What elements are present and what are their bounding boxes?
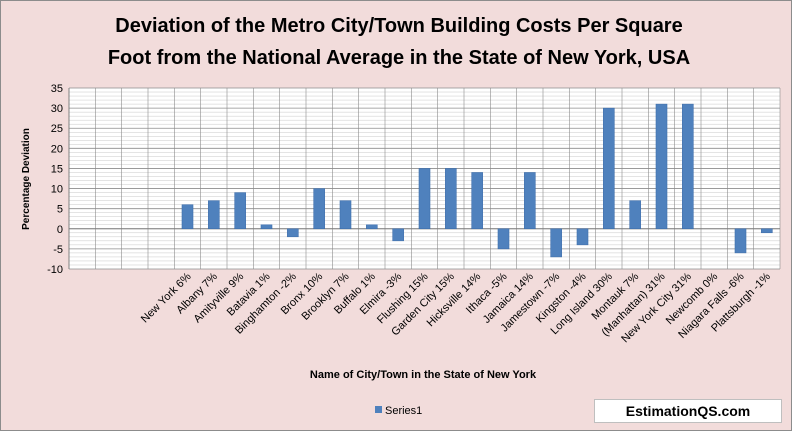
- bar: [524, 172, 536, 230]
- bar: [761, 228, 773, 234]
- bar: [287, 228, 299, 238]
- bar: [603, 107, 615, 230]
- y-tick-label: -10: [47, 264, 63, 276]
- watermark-box: EstimationQS.com: [594, 399, 782, 423]
- bar: [682, 103, 694, 230]
- y-tick-label: 35: [51, 83, 63, 95]
- bar: [234, 192, 246, 230]
- bar: [313, 188, 325, 230]
- bar: [260, 224, 273, 230]
- chart-title-line-2: Foot from the National Average in the St…: [108, 47, 690, 69]
- bar: [497, 228, 510, 250]
- bar: [366, 224, 378, 230]
- bar: [576, 228, 589, 246]
- bar: [734, 228, 747, 254]
- legend-swatch: [375, 406, 382, 413]
- bar: [629, 200, 641, 230]
- bar: [550, 228, 562, 258]
- y-tick-label: 5: [57, 204, 63, 216]
- bar: [445, 168, 457, 230]
- y-tick-label: 10: [51, 184, 63, 196]
- legend: Series1: [375, 405, 422, 417]
- y-tick-label: 15: [51, 163, 63, 175]
- x-axis-label: Name of City/Town in the State of New Yo…: [310, 369, 537, 381]
- y-tick-label: 25: [51, 123, 63, 135]
- bar: [471, 172, 483, 230]
- y-tick-label: -5: [53, 244, 63, 256]
- chart-title-line-1: Deviation of the Metro City/Town Buildin…: [115, 15, 682, 37]
- bar: [655, 103, 668, 230]
- y-tick-label: 0: [57, 224, 63, 236]
- bar: [392, 228, 404, 242]
- bar: [418, 168, 431, 230]
- legend-label: Series1: [385, 405, 422, 417]
- bar: [339, 200, 352, 230]
- bar: [181, 204, 194, 230]
- y-axis-label: Percentage Deviation: [21, 128, 32, 230]
- bar: [208, 200, 220, 230]
- y-tick-label: 20: [51, 143, 63, 155]
- y-tick-label: 30: [51, 103, 63, 115]
- watermark-text: EstimationQS.com: [625, 403, 751, 419]
